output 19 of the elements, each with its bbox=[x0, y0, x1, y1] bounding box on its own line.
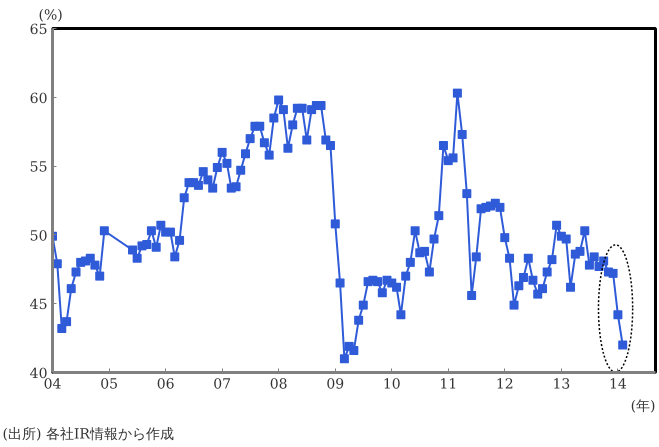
y-tick-label: 50 bbox=[30, 228, 48, 244]
y-tick-label: 65 bbox=[30, 22, 48, 38]
x-tick-label: 09 bbox=[326, 376, 344, 392]
y-tick-label: 60 bbox=[30, 90, 48, 107]
x-tick-label: 06 bbox=[156, 376, 175, 392]
y-tick-label: 45 bbox=[30, 297, 48, 314]
x-tick-label: 14 bbox=[608, 376, 627, 392]
x-tick-label: 07 bbox=[213, 376, 232, 392]
x-tick-label: 12 bbox=[496, 376, 514, 392]
x-tick-label: 11 bbox=[439, 376, 458, 392]
y-axis-title: (%) bbox=[38, 8, 63, 24]
x-tick-label: 05 bbox=[100, 376, 118, 392]
text: (出所) 各社IR情報から作成 bbox=[2, 426, 174, 442]
x-axis-title: (年) bbox=[630, 398, 656, 414]
x-tick-label: 04 bbox=[44, 376, 62, 392]
x-tick-label: 08 bbox=[270, 376, 288, 392]
x-tick-label: 10 bbox=[382, 376, 401, 392]
x-tick-label: 13 bbox=[552, 376, 570, 392]
y-tick-label: 55 bbox=[30, 160, 48, 176]
